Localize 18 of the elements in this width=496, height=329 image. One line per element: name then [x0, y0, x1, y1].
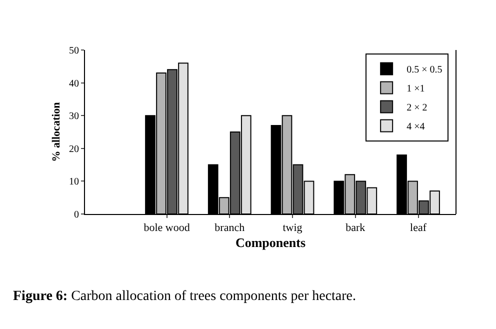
y-tick-label: 30 — [69, 111, 79, 122]
y-tick-label: 50 — [69, 46, 79, 56]
caption: Figure 6: Carbon allocation of trees components per hectare. — [13, 289, 356, 304]
y-tick-label: 0 — [74, 210, 79, 220]
x-tick-label: branch — [214, 222, 246, 234]
legend-label: 0.5 × 0.5 — [406, 64, 442, 76]
y-tick-label: 40 — [69, 78, 79, 90]
legend-label: 4 ×4 — [406, 122, 425, 133]
y-axis-title: % allocation — [50, 102, 63, 162]
legend-label: 2 × 2 — [406, 102, 428, 114]
y-tick-label: 10 — [69, 176, 79, 188]
x-tick-label: bark — [346, 222, 366, 234]
x-tick-label: leaf — [410, 222, 427, 234]
x-axis-title: Components — [235, 234, 306, 250]
legend-label: 1 ×1 — [406, 84, 425, 95]
x-tick-label: bole wood — [144, 222, 190, 234]
x-tick-label: twig — [282, 222, 303, 234]
y-tick-label: 20 — [69, 144, 79, 155]
